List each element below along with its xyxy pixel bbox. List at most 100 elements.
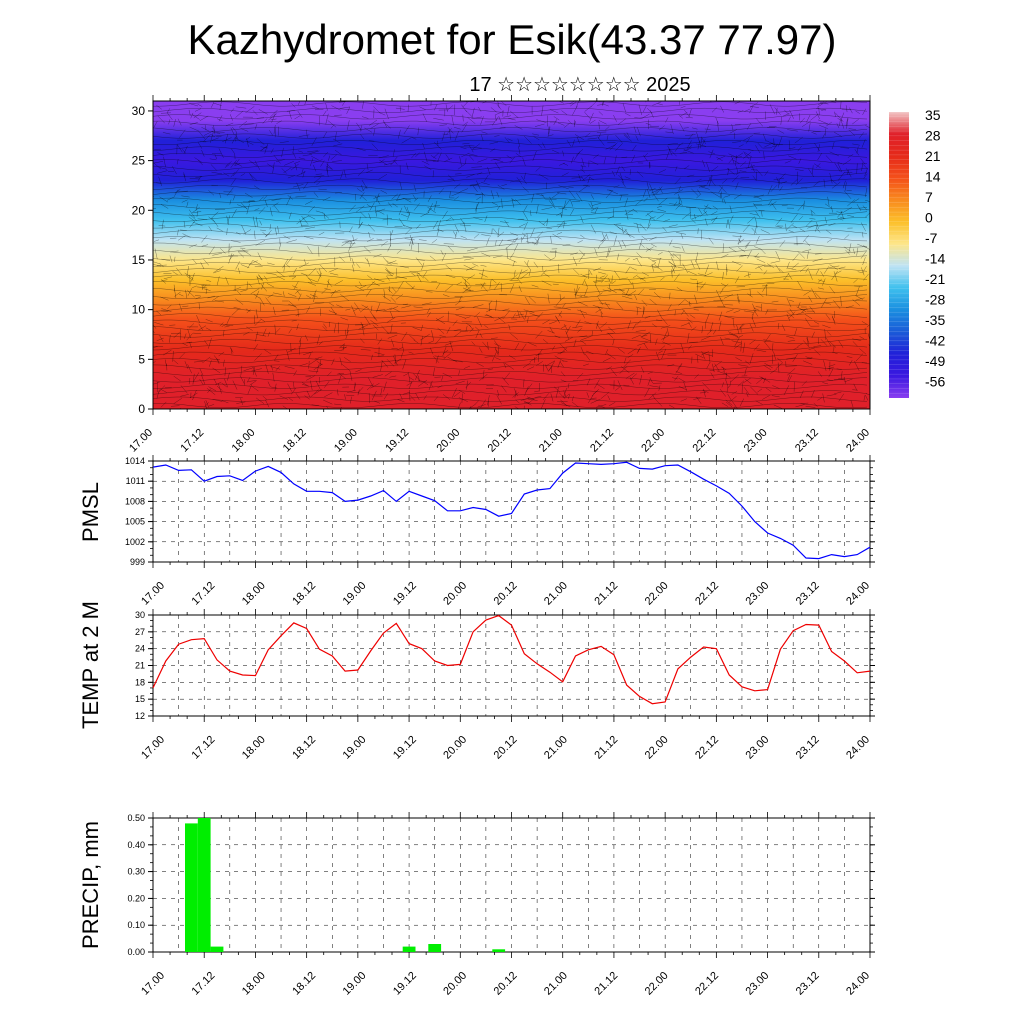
wind-barb [830,179,837,185]
wind-barb [611,280,617,285]
wind-barb [485,313,494,319]
wind-barb [606,247,610,259]
wind-barb [806,357,813,360]
wind-barb [749,106,759,108]
wind-barb [805,406,816,408]
precip-xtick-label: 17.12 [190,970,218,998]
wind-barb [520,272,529,280]
wind-barb [653,291,661,299]
wind-barb [834,310,836,319]
wind-barb [420,324,424,332]
wind-barb [829,341,837,348]
wind-barb [746,392,749,398]
wind-barb [562,243,571,246]
wind-barb [506,257,517,263]
wind-barb [433,118,444,121]
contour-line [153,371,868,376]
wind-barb [399,106,401,112]
wind-barb [738,238,742,244]
wind-barb [777,129,785,134]
wind-barb [153,239,160,242]
cross-xtick-label: 20.00 [434,427,462,455]
wind-barb [549,196,555,206]
wind-barb [348,252,352,262]
wind-barb [156,105,162,110]
wind-barb [695,353,704,359]
wind-barb [863,266,867,272]
wind-barb [708,177,716,187]
wind-barb [753,343,760,351]
wind-barb [863,245,870,250]
wind-barb [678,385,687,391]
wind-barb [755,264,766,269]
wind-barb [359,285,367,289]
wind-barb [736,152,744,158]
wind-barb [449,340,454,352]
wind-barb [323,151,329,158]
wind-barb [753,195,763,200]
wind-barb [605,233,609,240]
wind-barb [852,338,862,341]
wind-barb [647,188,651,198]
wind-barb [218,148,224,158]
wind-barb [696,194,701,199]
contour-line [153,140,868,145]
wind-barb [589,160,599,165]
wind-barb [831,206,833,213]
wind-barb [742,342,746,354]
wind-barb [579,339,587,345]
wind-barb [549,326,554,334]
wind-barb [719,288,724,295]
wind-barb [666,328,669,336]
wind-barb [816,221,819,229]
wind-barb [601,274,608,283]
wind-barb [797,146,802,152]
wind-barb [504,220,510,227]
wind-barb [205,319,213,323]
wind-barb [199,115,209,121]
wind-barb [177,235,186,241]
wind-barb [313,363,323,371]
wind-barb [739,398,745,407]
wind-barb [308,370,319,373]
wind-barb [312,159,323,164]
wind-barb [325,102,328,111]
wind-barb [484,314,492,317]
wind-barb [622,103,626,113]
wind-barb [577,301,588,307]
wind-barb [172,271,178,275]
wind-barb [203,258,209,266]
wind-barb [542,265,544,272]
wind-barb [708,237,714,245]
wind-barb [428,380,433,391]
wind-barb [651,189,660,194]
wind-barb [831,270,838,281]
wind-barb [716,156,723,162]
wind-barb [392,149,395,157]
wind-barb [674,177,681,185]
wind-barb [193,332,202,334]
wind-barb [481,192,486,197]
colorbar-label: 28 [925,128,941,144]
wind-barb [601,101,604,105]
wind-barb [366,169,373,173]
wind-barb [824,216,827,224]
wind-barb [523,400,532,406]
wind-barb [725,267,728,276]
wind-barb [601,232,605,238]
wind-barb [655,338,658,345]
wind-barb [713,329,717,335]
wind-barb [629,169,632,176]
wind-barb [241,225,247,235]
wind-barb [852,198,860,203]
wind-barb [596,320,599,329]
wind-barb [301,382,308,386]
wind-barb [857,271,864,274]
wind-barb [704,205,712,209]
wind-barb [695,260,701,270]
wind-barb [358,222,363,229]
wind-barb [157,170,168,174]
wind-barb [690,260,695,269]
wind-barb [788,299,795,302]
wind-barb [343,169,347,178]
